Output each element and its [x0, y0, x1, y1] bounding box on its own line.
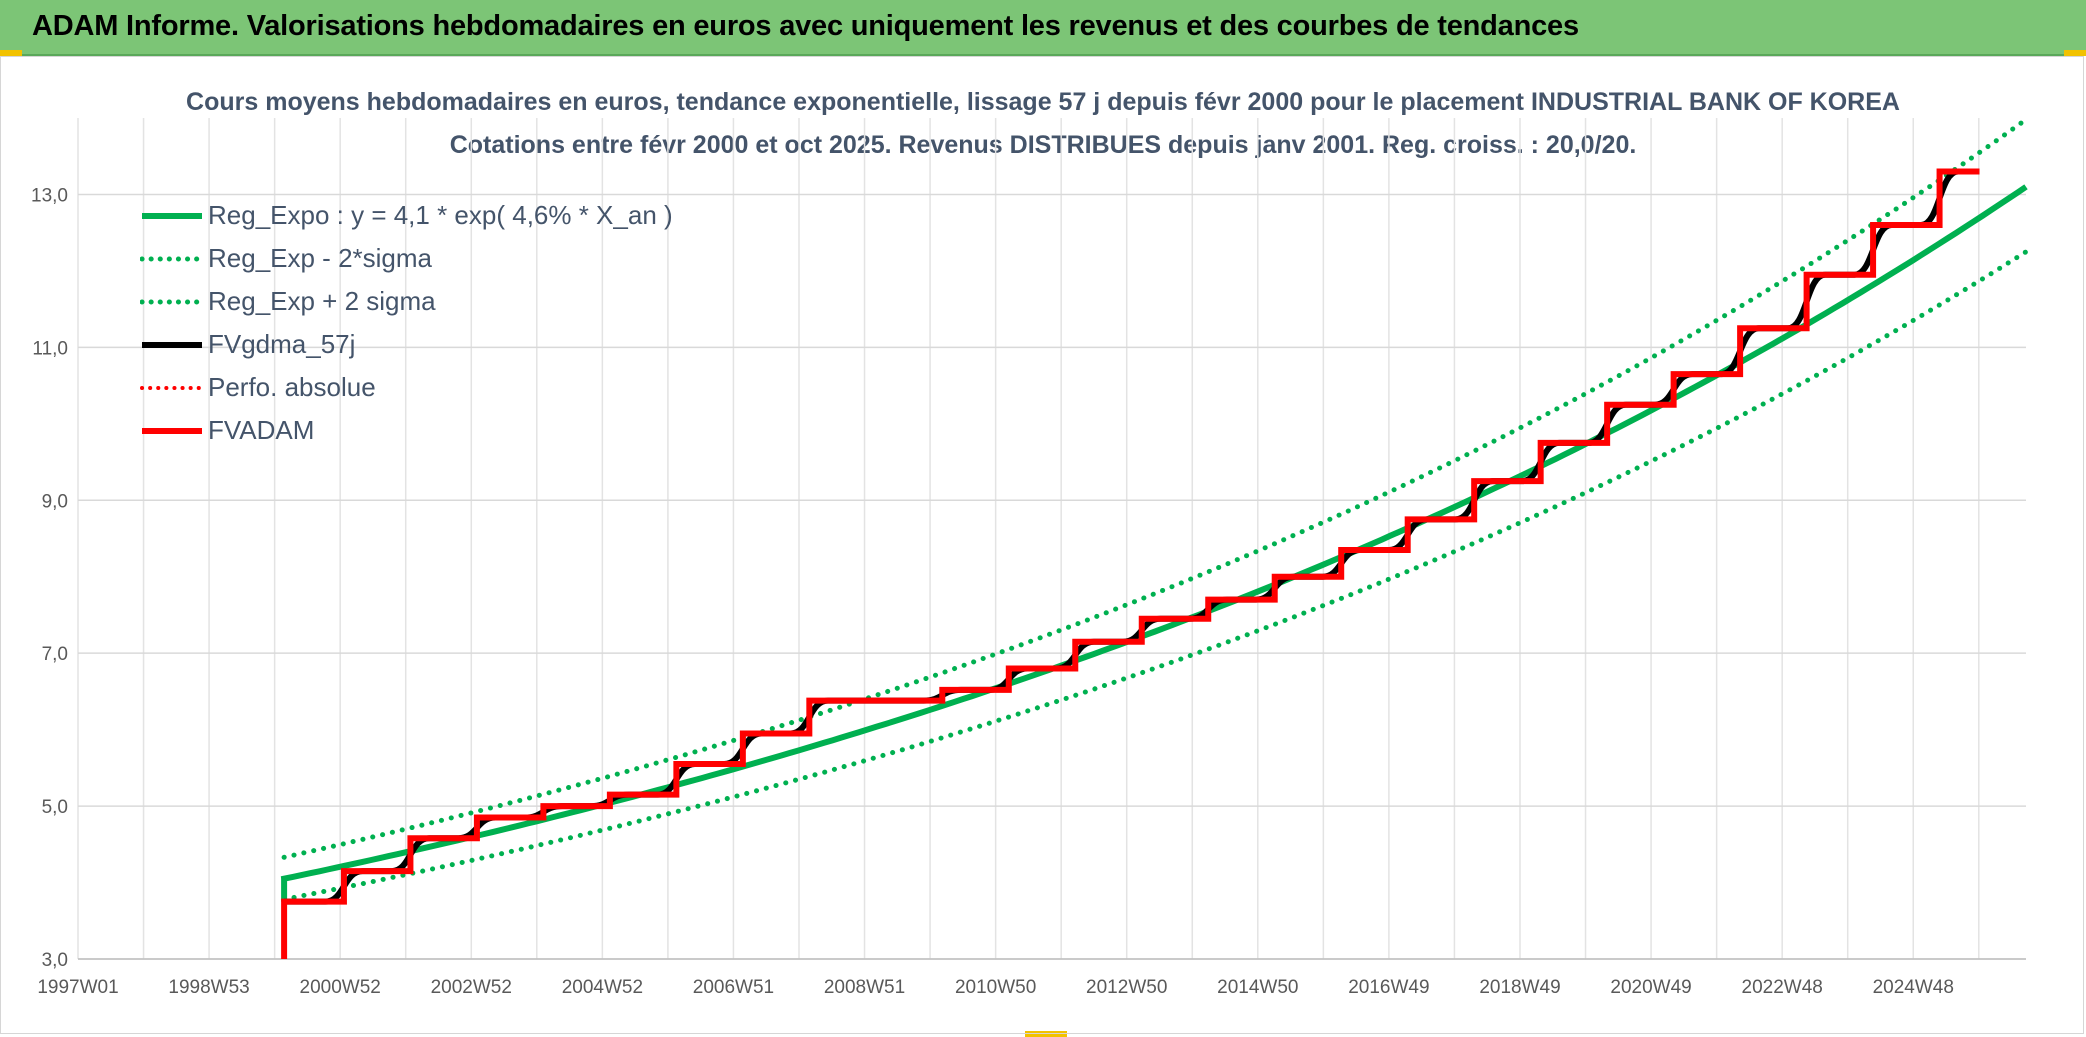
x-tick-label: 2018W49 — [1479, 977, 1560, 998]
series-reg-expo — [280, 184, 2028, 902]
y-tick-label: 13,0 — [31, 185, 68, 206]
y-tick-label: 11,0 — [32, 338, 68, 359]
x-tick-label: 2014W50 — [1217, 977, 1298, 998]
x-tick-label: 1997W01 — [37, 977, 118, 998]
report-title: ADAM Informe. Valorisations hebdomadaire… — [32, 10, 1579, 42]
legend-label: Reg_Exp + 2 sigma — [208, 286, 436, 316]
legend-label: Reg_Expo : y = 4,1 * exp( 4,6% * X_an ) — [208, 200, 673, 230]
x-tick-label: 2020W49 — [1610, 977, 1691, 998]
series-reg-exp-minus-2sigma — [281, 249, 2029, 902]
legend-label: Perfo. absolue — [208, 372, 376, 402]
corner-mark — [1025, 1031, 1067, 1037]
y-tick-label: 7,0 — [42, 644, 68, 665]
legend-label: FVgdma_57j — [208, 329, 356, 359]
corner-mark — [2064, 50, 2086, 56]
series-fvgdma-57j — [284, 168, 1980, 905]
y-tick-label: 3,0 — [42, 950, 68, 971]
corner-mark — [0, 50, 22, 56]
x-tick-label: 2006W51 — [693, 977, 774, 998]
chart-frame — [0, 56, 2084, 1034]
legend-label: FVADAM — [208, 415, 315, 445]
x-tick-label: 1998W53 — [168, 977, 249, 998]
chart-title: Cours moyens hebdomadaires en euros, ten… — [186, 88, 1900, 116]
x-tick-label: 2024W48 — [1873, 977, 1954, 998]
x-tick-label: 2012W50 — [1086, 977, 1167, 998]
series-fvadam — [281, 168, 1980, 959]
x-tick-label: 2022W48 — [1742, 977, 1823, 998]
y-tick-label: 9,0 — [42, 491, 68, 512]
x-tick-label: 2004W52 — [562, 977, 643, 998]
x-tick-label: 2000W52 — [300, 977, 381, 998]
report-header: ADAM Informe. Valorisations hebdomadaire… — [0, 0, 2086, 56]
series-reg-exp-plus-2sigma — [281, 117, 2029, 860]
x-tick-label: 2008W51 — [824, 977, 905, 998]
legend-label: Reg_Exp - 2*sigma — [208, 243, 432, 273]
x-tick-label: 2016W49 — [1348, 977, 1429, 998]
chart-subtitle: Cotations entre févr 2000 et oct 2025. R… — [449, 131, 1637, 159]
x-tick-label: 2010W50 — [955, 977, 1036, 998]
x-tick-label: 2002W52 — [431, 977, 512, 998]
y-tick-label: 5,0 — [42, 797, 68, 818]
